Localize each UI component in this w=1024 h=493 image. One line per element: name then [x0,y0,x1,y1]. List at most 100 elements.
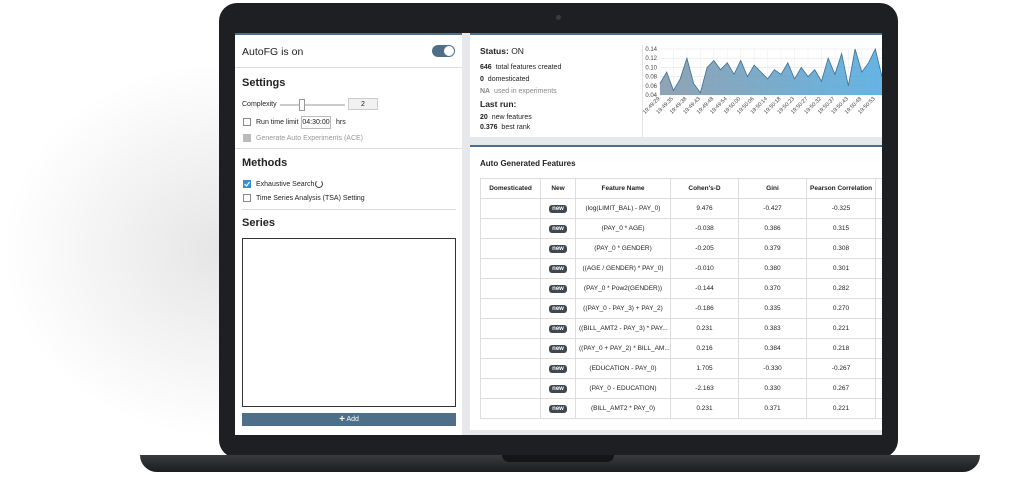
table-row: new (PAY_0 - EDUCATION) -2.163 0.330 0.267 [480,378,882,399]
status-value: ON [511,46,524,56]
cell [480,298,541,319]
button-label: Add [346,416,359,423]
heading: Series [242,217,276,229]
column-header [875,178,882,199]
column-header: Domesticated [480,178,541,199]
add-button[interactable]: + Add [242,413,456,426]
table-row: new (EDUCATION - PAY_0) 1.705 -0.330 -0.267 [480,358,882,379]
table-row: new ((PAY_0 + PAY_2) * BILL_AM... 0.216 0.3… [480,338,882,359]
checkbox[interactable] [243,194,251,202]
cell: -0.186 [670,298,739,319]
complexity-input[interactable]: 2 [348,98,378,110]
count: NA [480,88,491,95]
new-badge: new [549,365,567,373]
cell [480,218,541,239]
new-badge: new [549,225,567,233]
label: Generate Auto Experiments (ACE) [256,135,363,142]
cell: 0.282 [806,278,876,299]
header-row: Domesticated New Feature Name Cohen's-D Gini… [480,178,882,199]
checkbox-disabled [243,134,251,142]
table-wrap: Domesticated New Feature Name Cohen's-D Gini… [480,178,882,430]
spinner [315,180,323,188]
cell: new [540,238,576,259]
cell: ((PAY_0 - PAY_3) + PAY_2) [575,298,671,319]
cell: 0.231 [670,318,739,339]
cell [875,238,882,259]
cell: 0.386 [738,218,807,239]
cell [480,238,541,259]
cell: 0.315 [806,218,876,239]
cell: ((AGE / GENDER) * PAY_0) [575,258,671,279]
series-textarea[interactable] [242,238,456,407]
cell [480,338,541,359]
stat: 646 total features created [480,64,561,71]
cell: 0.216 [670,338,739,359]
features-panel: Auto Generated Features Domesticated New F… [470,145,882,430]
toggle[interactable] [432,45,455,57]
table-row: new ((AGE / GENDER) * PAY_0) -0.010 0.380 0.… [480,258,882,279]
cell: -0.427 [738,198,807,219]
cell: 0.301 [806,258,876,279]
label: Complexity [242,101,277,108]
table-row: new (BILL_AMT2 * PAY_0) 0.231 0.371 0.221 [480,398,882,419]
count: 20 [480,114,488,121]
new-badge: new [549,385,567,393]
new-badge: new [549,205,567,213]
checkbox-checked[interactable] [243,180,251,188]
toggle-label: AutoFG is on [242,46,304,58]
cell: -0.267 [806,358,876,379]
cell: new [540,298,576,319]
table-body: new (log(LIMIT_BAL) - PAY_0) 9.476 -0.427 -0… [480,198,882,419]
new-badge: new [549,325,567,333]
y-tick-label: 0.14 [645,47,657,53]
cell [480,258,541,279]
separator [235,148,462,149]
new-badge: new [549,245,567,253]
table-row: new (log(LIMIT_BAL) - PAY_0) 9.476 -0.427 -0… [480,198,882,219]
cell: 0.384 [738,338,807,359]
cell: 0.383 [738,318,807,339]
cell: 0.221 [806,398,876,419]
cell: 0.379 [738,238,807,259]
time-input[interactable]: 04:30:00 [301,116,331,129]
cell: new [540,338,576,359]
chart: 0.040.060.080.100.120.1419:49:2919:49:35… [642,47,882,116]
column-header: Gini [738,178,807,199]
cell: new [540,198,576,219]
table-row: new (PAY_0 * GENDER) -0.205 0.379 0.308 [480,238,882,259]
cell: 0.221 [806,318,876,339]
checkbox[interactable] [243,118,251,126]
cell: -0.010 [670,258,739,279]
camera [556,15,561,20]
column-header: Cohen's-D [670,178,739,199]
cell: new [540,258,576,279]
line [659,47,882,94]
cell [875,218,882,239]
separator [242,209,456,210]
cell: 9.476 [670,198,739,219]
cell: new [540,218,576,239]
status-panel: Status: ON 646 total features created 0 … [470,33,882,137]
count: 646 [480,64,492,71]
y-tick-label: 0.06 [645,84,657,90]
cell: 0.308 [806,238,876,259]
stat: 20 new features [480,114,532,121]
slider-thumb[interactable] [299,99,305,111]
cell: -0.144 [670,278,739,299]
cell: 1.705 [670,358,739,379]
cell: 0.267 [806,378,876,399]
cell [480,398,541,419]
cell: (log(LIMIT_BAL) - PAY_0) [575,198,671,219]
stat: 0.376 best rank [480,124,530,131]
slider-track[interactable] [280,104,345,106]
cell [480,358,541,379]
column-header: Pearson Correlation [806,178,876,199]
cell: -0.330 [738,358,807,379]
table-row: new (PAY_0 * AGE) -0.038 0.386 0.315 [480,218,882,239]
new-badge: new [549,265,567,273]
settings-panel: AutoFG is on Settings Complexity 2 Run t… [235,33,462,435]
cell [480,198,541,219]
y-tick-label: 0.08 [645,75,657,81]
cell: (PAY_0 * Pow2(GENDER)) [575,278,671,299]
